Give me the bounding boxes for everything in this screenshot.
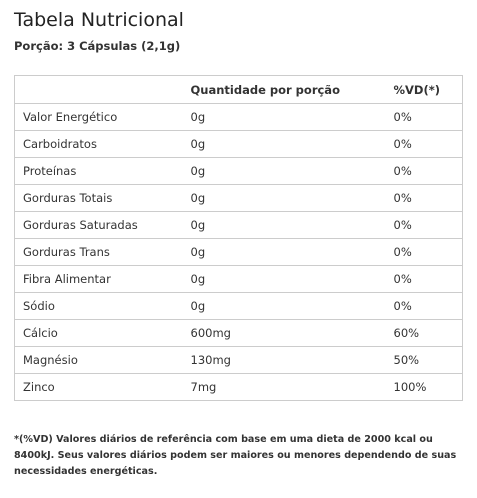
table-cell: 7mg: [182, 373, 386, 401]
table-cell: 0g: [182, 157, 386, 185]
table-cell: 0g: [182, 265, 386, 293]
table-cell: Gorduras Trans: [14, 238, 183, 266]
table-row: Proteínas 0g 0%: [14, 157, 463, 185]
table-cell: Gorduras Totais: [14, 184, 183, 212]
table-cell: Sódio: [14, 292, 183, 320]
table-row: Gorduras Totais 0g 0%: [14, 184, 463, 212]
table-row: Carboidratos 0g 0%: [14, 130, 463, 158]
table-cell: 0%: [385, 103, 463, 131]
table-cell: 0%: [385, 265, 463, 293]
table-body: Valor Energético 0g 0% Carboidratos 0g 0% Prot…: [14, 103, 463, 401]
table-cell: 60%: [385, 319, 463, 347]
table-cell: 100%: [385, 373, 463, 401]
title: Tabela Nutricional: [14, 9, 184, 31]
table-cell: Valor Energético: [14, 103, 183, 131]
table-cell: 0%: [385, 130, 463, 158]
header-row: Quantidade por porção %VD(*): [15, 76, 463, 104]
table-cell: 0g: [182, 292, 386, 320]
table-cell: 0g: [182, 130, 386, 158]
table-row: Zinco 7mg 100%: [14, 373, 463, 401]
table-cell: 50%: [385, 346, 463, 374]
table-row: Sódio 0g 0%: [14, 292, 463, 320]
table-row: Magnésio 130mg 50%: [14, 346, 463, 374]
table-cell: 0%: [385, 184, 463, 212]
table-cell: 600mg: [182, 319, 386, 347]
table-cell: Carboidratos: [14, 130, 183, 158]
nutrition-table: Quantidade por porção %VD(*) Valor Energ…: [14, 75, 463, 401]
table-row: Fibra Alimentar 0g 0%: [14, 265, 463, 293]
table-cell: 0g: [182, 103, 386, 131]
table-cell: 0%: [385, 238, 463, 266]
table-cell: Cálcio: [14, 319, 183, 347]
footnote: *(%VD) Valores diários de referência com…: [14, 434, 457, 477]
header-cell: %VD(*): [393, 82, 441, 97]
table-cell: 0g: [182, 211, 386, 239]
table-cell: Zinco: [14, 373, 183, 401]
table-cell: 0%: [385, 157, 463, 185]
table-cell: Magnésio: [14, 346, 183, 374]
table-row: Valor Energético 0g 0%: [14, 103, 463, 131]
table-cell: Proteínas: [14, 157, 183, 185]
table-row: Gorduras Trans 0g 0%: [14, 238, 463, 266]
subtitle: Porção: 3 Cápsulas (2,1g): [14, 39, 181, 53]
table-cell: Gorduras Saturadas: [14, 211, 183, 239]
table-cell: 0%: [385, 292, 463, 320]
table-cell: 0g: [182, 238, 386, 266]
table-cell: Fibra Alimentar: [14, 265, 183, 293]
table-cell: 130mg: [182, 346, 386, 374]
header-cell: [15, 76, 183, 104]
table-cell: 0%: [385, 211, 463, 239]
table-row: Cálcio 600mg 60%: [14, 319, 463, 347]
table-cell: 0g: [182, 184, 386, 212]
table-row: Gorduras Saturadas 0g 0%: [14, 211, 463, 239]
header-cell: Quantidade por porção: [190, 82, 340, 97]
